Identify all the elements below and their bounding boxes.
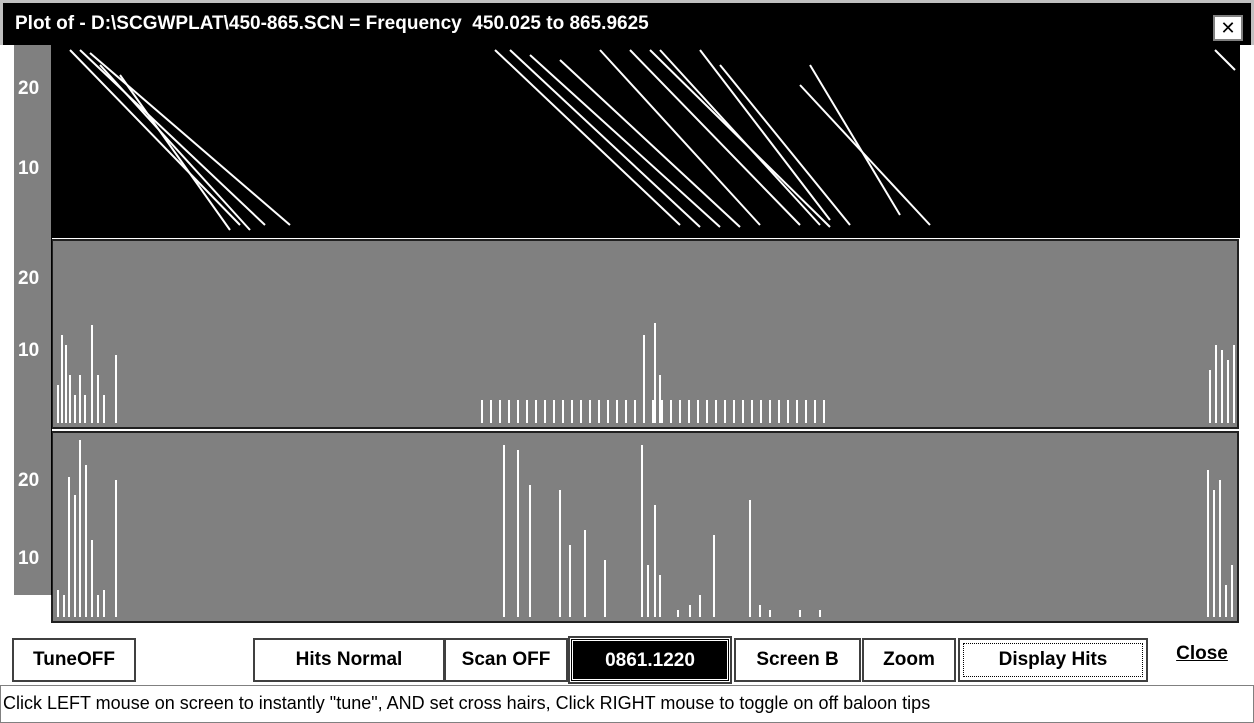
plot-area [0,45,1254,625]
title-bar: Plot of - D:\SCGWPLAT\450-865.SCN = Freq… [0,0,1254,45]
y-axis-strip [14,45,52,595]
scan-button[interactable]: Scan OFF [444,638,568,682]
close-x-button[interactable]: ✕ [1213,15,1243,41]
y-label: 10 [18,158,39,180]
frequency-display: 0861.1220 [570,638,730,682]
y-label: 10 [18,340,39,362]
tune-button[interactable]: TuneOFF [12,638,136,682]
y-label: 20 [18,470,39,492]
display-hits-button[interactable]: Display Hits [958,638,1148,682]
window-title: Plot of - D:\SCGWPLAT\450-865.SCN = Freq… [15,13,649,35]
screen-button[interactable]: Screen B [734,638,861,682]
close-button[interactable]: Close [1150,626,1254,682]
y-label: 20 [18,268,39,290]
status-bar: Click LEFT mouse on screen to instantly … [0,685,1254,723]
y-label: 10 [18,548,39,570]
plot-window: Plot of - D:\SCGWPLAT\450-865.SCN = Freq… [0,0,1254,723]
y-label: 20 [18,78,39,100]
signal-panel[interactable] [52,432,1238,622]
hits-normal-button[interactable]: Hits Normal [253,638,445,682]
zoom-button[interactable]: Zoom [862,638,956,682]
